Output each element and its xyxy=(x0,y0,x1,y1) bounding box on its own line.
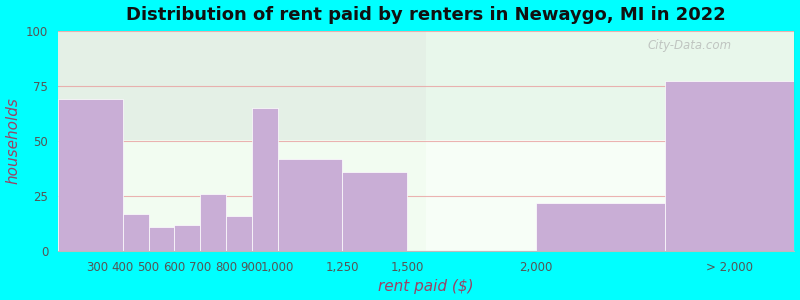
Bar xyxy=(58,99,122,251)
Bar xyxy=(149,227,174,251)
Bar xyxy=(226,216,252,251)
Text: City-Data.com: City-Data.com xyxy=(647,40,731,52)
Bar xyxy=(342,172,407,251)
X-axis label: rent paid ($): rent paid ($) xyxy=(378,279,474,294)
Title: Distribution of rent paid by renters in Newaygo, MI in 2022: Distribution of rent paid by renters in … xyxy=(126,6,726,24)
Bar xyxy=(536,203,666,251)
Bar xyxy=(278,159,342,251)
Bar xyxy=(666,81,794,251)
Bar xyxy=(252,108,278,251)
Bar xyxy=(122,214,149,251)
Bar xyxy=(174,225,200,251)
Bar xyxy=(200,194,226,251)
Y-axis label: households: households xyxy=(6,98,21,184)
